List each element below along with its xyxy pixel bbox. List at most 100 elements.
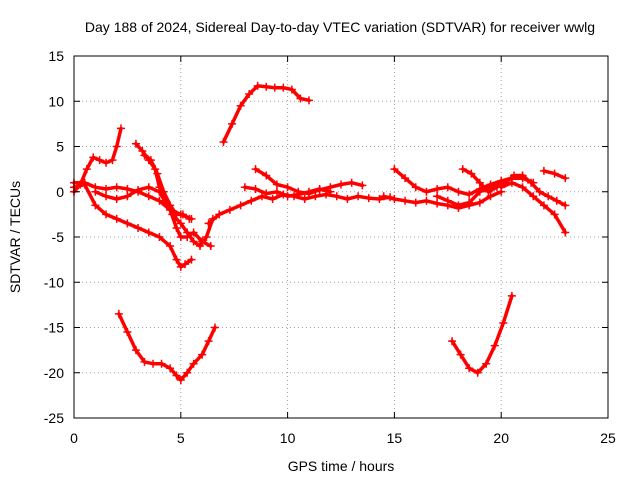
data-point xyxy=(550,169,559,178)
data-point xyxy=(183,228,192,237)
data-point xyxy=(189,237,198,246)
data-point xyxy=(475,198,484,207)
data-point xyxy=(456,350,465,359)
y-tick-label: 0 xyxy=(56,184,64,200)
data-point xyxy=(283,192,292,201)
series-arc-16 xyxy=(497,178,570,237)
x-axis-label: GPS time / hours xyxy=(288,458,395,474)
data-point xyxy=(253,81,262,90)
data-point xyxy=(401,174,410,183)
data-point xyxy=(134,223,143,232)
data-point xyxy=(131,346,140,355)
data-point xyxy=(315,185,324,194)
data-point xyxy=(204,219,213,228)
y-tick-label: 5 xyxy=(56,139,64,155)
chart-title: Day 188 of 2024, Sidereal Day-to-day VTE… xyxy=(85,19,595,35)
data-point xyxy=(539,201,548,210)
data-point xyxy=(155,233,164,241)
data-point xyxy=(123,328,132,337)
data-point xyxy=(433,192,442,201)
x-tick-label: 10 xyxy=(280,430,296,446)
data-point xyxy=(112,194,121,203)
data-point xyxy=(144,183,153,192)
data-point xyxy=(484,187,493,196)
data-point xyxy=(433,199,442,208)
x-tick-label: 0 xyxy=(70,430,78,446)
data-point xyxy=(176,262,185,271)
data-point xyxy=(270,83,279,92)
data-point xyxy=(196,242,205,251)
data-point xyxy=(159,187,168,196)
data-point xyxy=(475,187,484,196)
data-point xyxy=(187,255,196,264)
data-point xyxy=(198,350,207,359)
data-point xyxy=(185,214,194,223)
data-point xyxy=(527,178,536,187)
data-point xyxy=(486,192,495,201)
data-point xyxy=(544,192,553,201)
data-point xyxy=(251,185,260,194)
y-tick-label: -10 xyxy=(44,274,64,290)
data-point xyxy=(82,165,91,174)
data-point xyxy=(510,171,519,180)
data-point xyxy=(240,183,249,192)
y-tick-label: 15 xyxy=(48,48,64,64)
data-point xyxy=(433,185,442,194)
data-point xyxy=(166,201,175,210)
data-point xyxy=(108,156,117,165)
data-point xyxy=(490,341,499,350)
data-point xyxy=(134,185,143,194)
series-group xyxy=(70,81,570,384)
y-tick-label: 10 xyxy=(48,93,64,109)
data-point xyxy=(454,187,463,196)
data-point xyxy=(458,165,467,174)
data-point xyxy=(287,85,296,94)
series-arc-11 xyxy=(240,183,335,201)
series-line xyxy=(450,294,514,375)
data-point xyxy=(401,196,410,205)
data-point xyxy=(123,185,132,194)
data-point xyxy=(80,178,89,187)
data-point xyxy=(146,156,155,165)
y-tick-label: -20 xyxy=(44,365,64,381)
y-tick-label: -5 xyxy=(52,229,65,245)
data-point xyxy=(497,183,506,192)
data-point xyxy=(465,198,474,207)
data-point xyxy=(181,260,190,269)
data-point xyxy=(465,364,474,373)
series-line xyxy=(499,180,568,235)
data-point xyxy=(268,194,277,203)
data-point xyxy=(390,165,399,174)
data-point xyxy=(311,192,320,201)
data-point xyxy=(245,90,254,99)
data-point xyxy=(473,368,482,377)
data-point xyxy=(300,194,309,203)
axis-ticks: 0 5 10 15 20 25 -25 -20 -15 -10 -5 0 5 10 15 xyxy=(44,48,616,446)
data-point xyxy=(561,174,570,183)
data-point xyxy=(390,194,399,203)
y-tick-label: -15 xyxy=(44,320,64,336)
data-point xyxy=(262,171,271,180)
data-point xyxy=(140,151,149,160)
data-point xyxy=(166,242,175,251)
data-point xyxy=(326,187,335,196)
data-point xyxy=(215,210,224,219)
data-point xyxy=(131,139,140,148)
data-point xyxy=(304,96,313,105)
data-point xyxy=(225,205,234,214)
data-point xyxy=(144,192,153,201)
data-point xyxy=(422,196,431,205)
data-point xyxy=(102,158,111,167)
data-point xyxy=(332,192,341,201)
data-point xyxy=(219,137,228,146)
data-point xyxy=(507,178,516,187)
data-point xyxy=(166,364,175,373)
data-point xyxy=(228,119,237,128)
data-point xyxy=(507,291,516,300)
data-point xyxy=(343,194,352,203)
data-point xyxy=(138,147,147,156)
series-arc-15 xyxy=(458,165,570,210)
series-line xyxy=(117,312,217,382)
data-point xyxy=(114,309,123,318)
data-point xyxy=(153,169,162,178)
